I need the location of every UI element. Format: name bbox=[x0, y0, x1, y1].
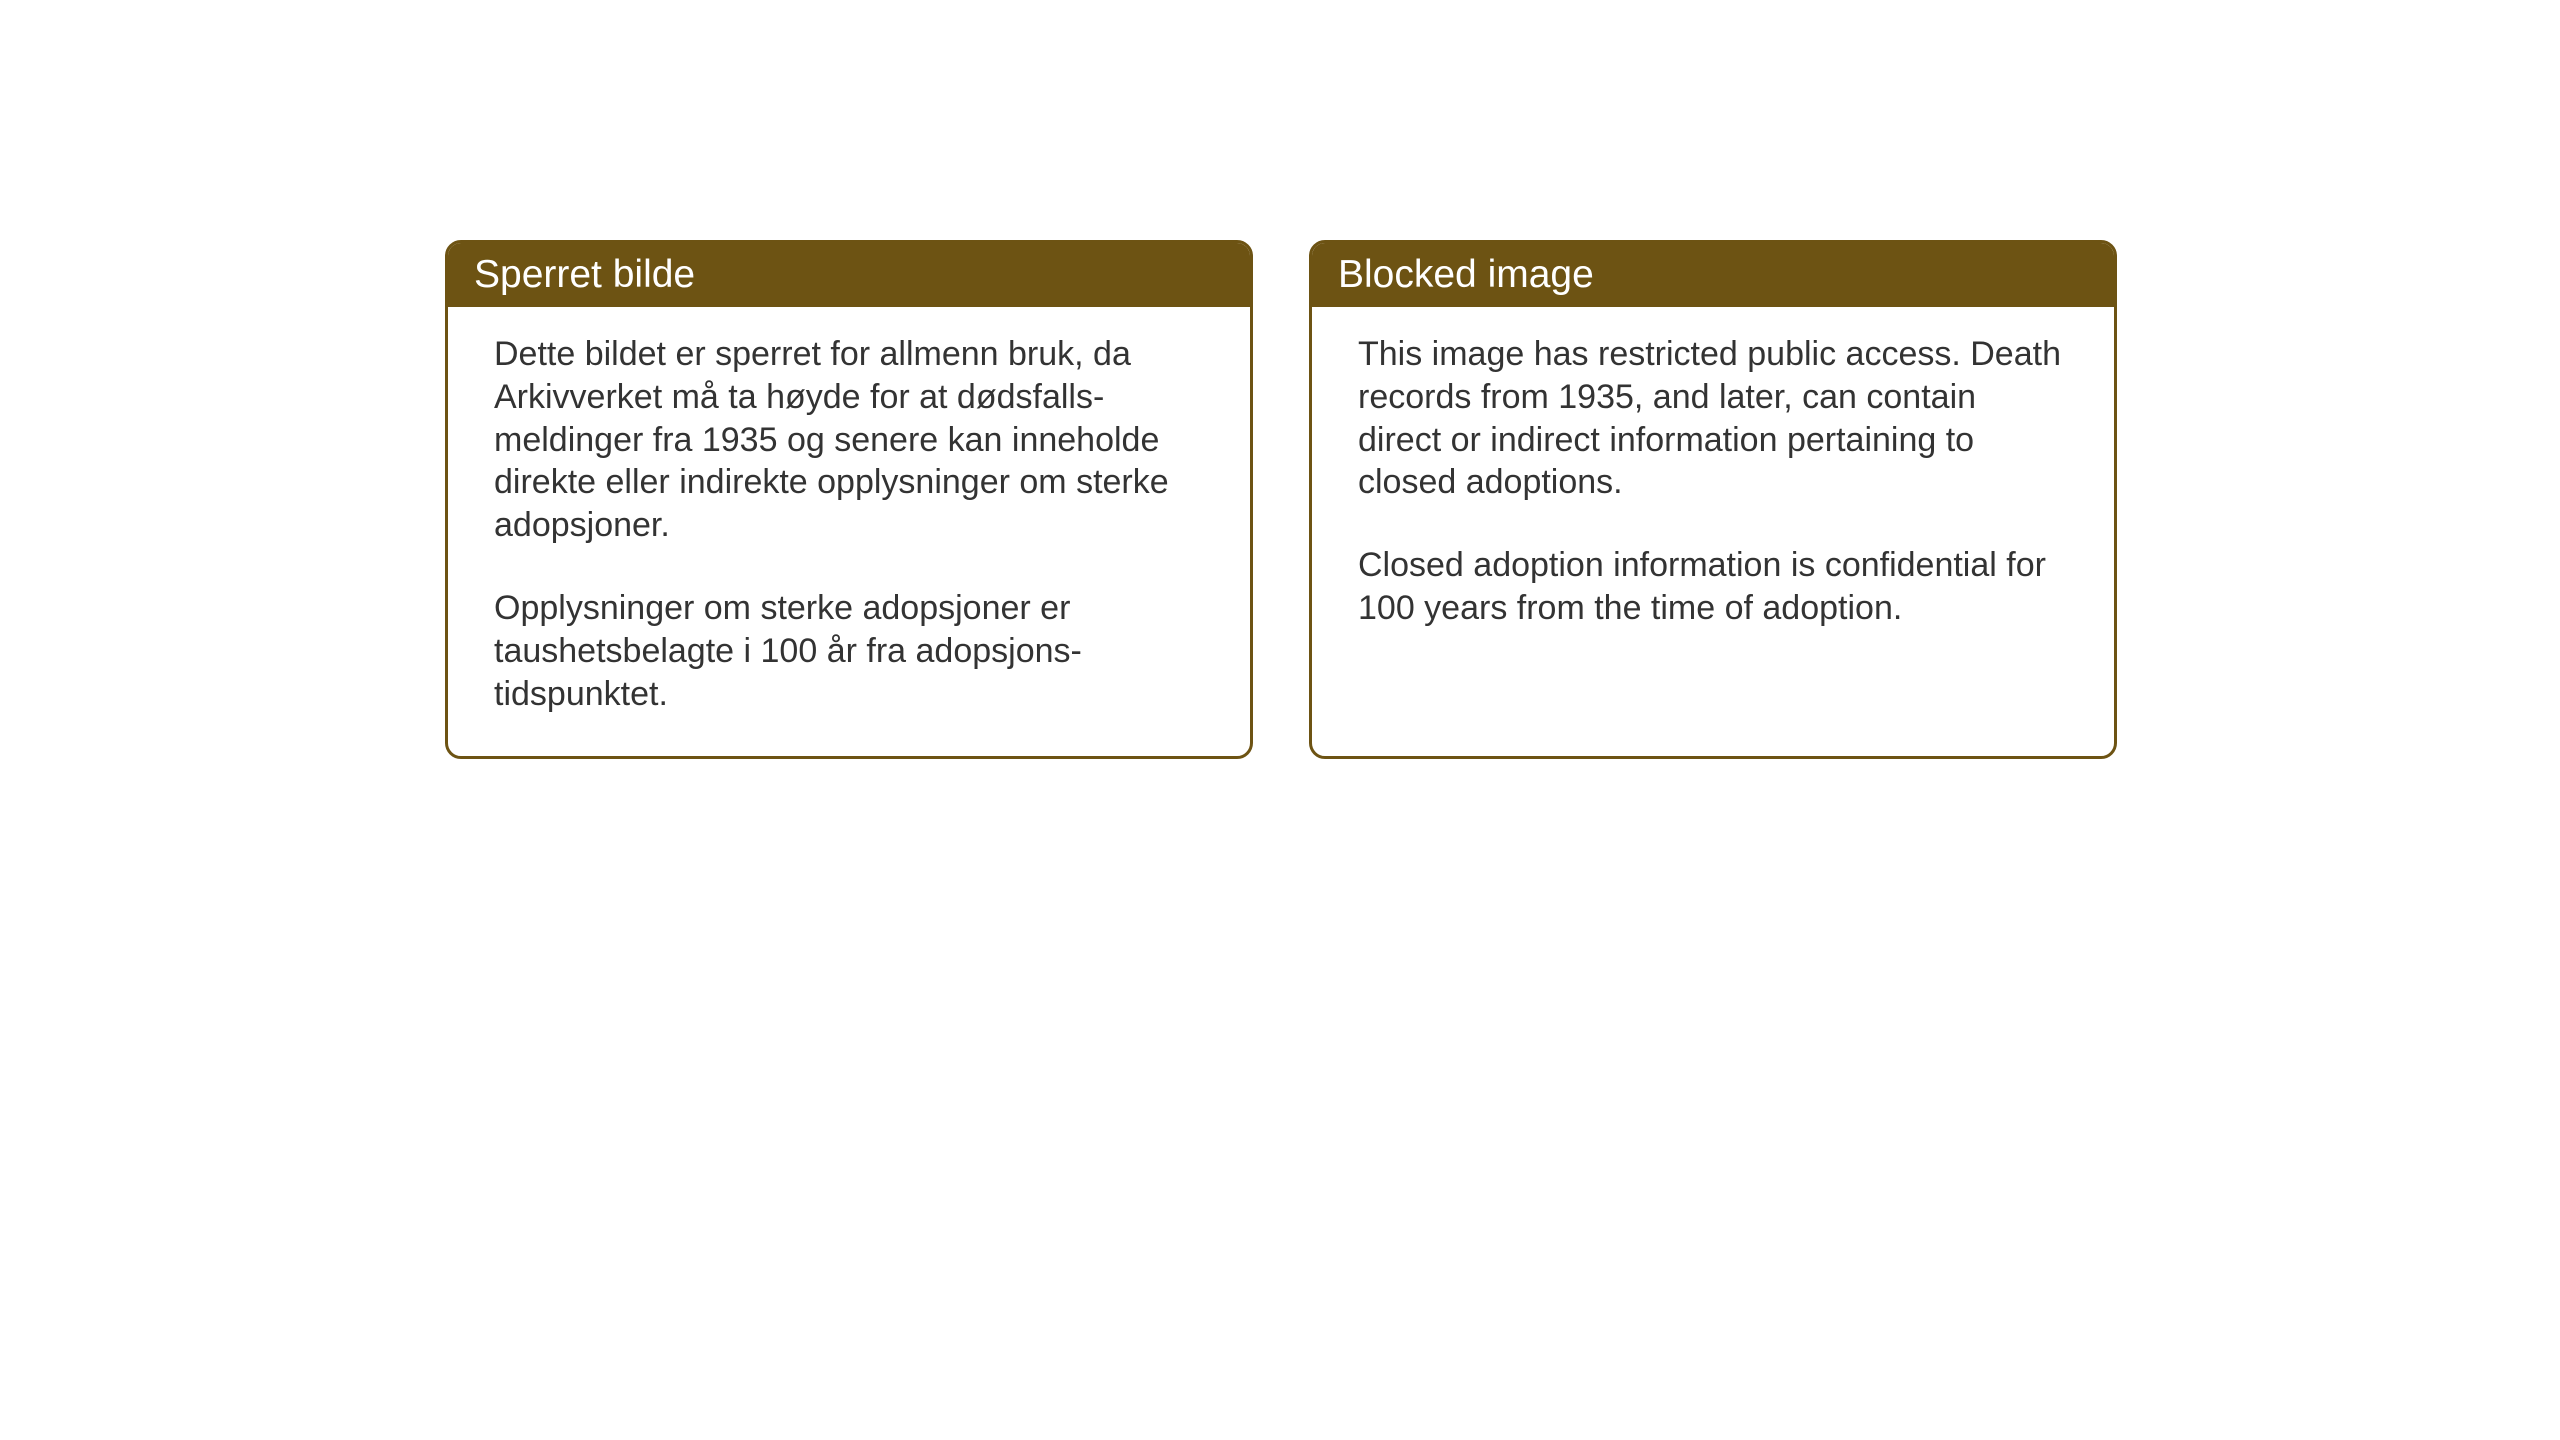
notice-body-norwegian: Dette bildet er sperret for allmenn bruk… bbox=[448, 307, 1250, 756]
notice-paragraph-1-english: This image has restricted public access.… bbox=[1358, 333, 2068, 504]
notice-box-norwegian: Sperret bilde Dette bildet er sperret fo… bbox=[445, 240, 1253, 759]
notice-title-norwegian: Sperret bilde bbox=[474, 253, 695, 296]
notice-body-english: This image has restricted public access.… bbox=[1312, 307, 2114, 730]
notice-paragraph-2-norwegian: Opplysninger om sterke adopsjoner er tau… bbox=[494, 587, 1204, 715]
notice-paragraph-2-english: Closed adoption information is confident… bbox=[1358, 544, 2068, 630]
notice-header-norwegian: Sperret bilde bbox=[448, 243, 1250, 307]
notice-container: Sperret bilde Dette bildet er sperret fo… bbox=[445, 240, 2117, 759]
notice-header-english: Blocked image bbox=[1312, 243, 2114, 307]
notice-box-english: Blocked image This image has restricted … bbox=[1309, 240, 2117, 759]
notice-title-english: Blocked image bbox=[1338, 253, 1594, 296]
notice-paragraph-1-norwegian: Dette bildet er sperret for allmenn bruk… bbox=[494, 333, 1204, 547]
